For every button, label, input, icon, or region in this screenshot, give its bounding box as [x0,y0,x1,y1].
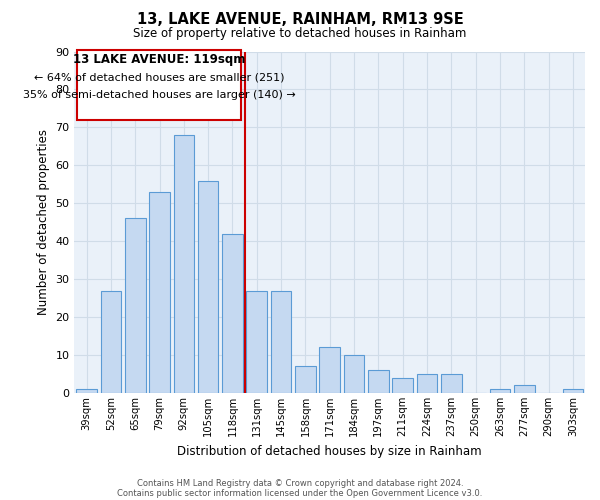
Y-axis label: Number of detached properties: Number of detached properties [37,130,50,316]
Bar [101,290,121,393]
Bar [416,374,437,393]
Bar [319,348,340,393]
Bar [247,290,267,393]
Bar [490,389,510,393]
Bar [198,180,218,393]
Bar [222,234,243,393]
Text: 35% of semi-detached houses are larger (140) →: 35% of semi-detached houses are larger (… [23,90,295,100]
Text: 13 LAKE AVENUE: 119sqm: 13 LAKE AVENUE: 119sqm [73,54,245,66]
Bar [368,370,389,393]
FancyBboxPatch shape [77,50,241,120]
Text: Size of property relative to detached houses in Rainham: Size of property relative to detached ho… [133,28,467,40]
X-axis label: Distribution of detached houses by size in Rainham: Distribution of detached houses by size … [178,444,482,458]
Bar [173,135,194,393]
Bar [441,374,461,393]
Bar [295,366,316,393]
Bar [514,386,535,393]
Bar [149,192,170,393]
Text: Contains HM Land Registry data © Crown copyright and database right 2024.: Contains HM Land Registry data © Crown c… [137,478,463,488]
Bar [392,378,413,393]
Bar [563,389,583,393]
Bar [344,355,364,393]
Text: Contains public sector information licensed under the Open Government Licence v3: Contains public sector information licen… [118,488,482,498]
Bar [271,290,292,393]
Text: 13, LAKE AVENUE, RAINHAM, RM13 9SE: 13, LAKE AVENUE, RAINHAM, RM13 9SE [137,12,463,28]
Text: ← 64% of detached houses are smaller (251): ← 64% of detached houses are smaller (25… [34,72,284,83]
Bar [76,389,97,393]
Bar [125,218,146,393]
